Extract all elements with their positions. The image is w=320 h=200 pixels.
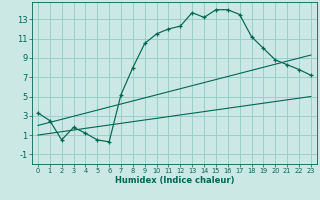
X-axis label: Humidex (Indice chaleur): Humidex (Indice chaleur)	[115, 176, 234, 185]
